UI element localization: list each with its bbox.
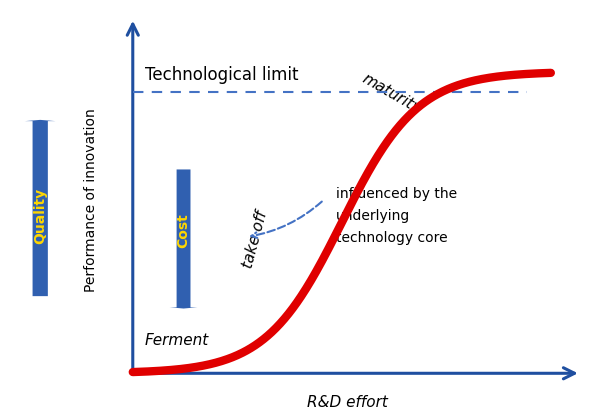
Text: Ferment: Ferment	[145, 334, 209, 349]
Text: influenced by the
underlying
technology core: influenced by the underlying technology …	[336, 187, 457, 245]
Text: Quality: Quality	[33, 188, 47, 244]
Text: Technological limit: Technological limit	[145, 66, 298, 84]
Text: R&D effort: R&D effort	[307, 396, 388, 411]
Text: Cost: Cost	[176, 213, 191, 248]
Text: take off: take off	[240, 210, 270, 270]
Text: Performance of innovation: Performance of innovation	[84, 108, 98, 292]
Text: maturity: maturity	[360, 72, 424, 117]
